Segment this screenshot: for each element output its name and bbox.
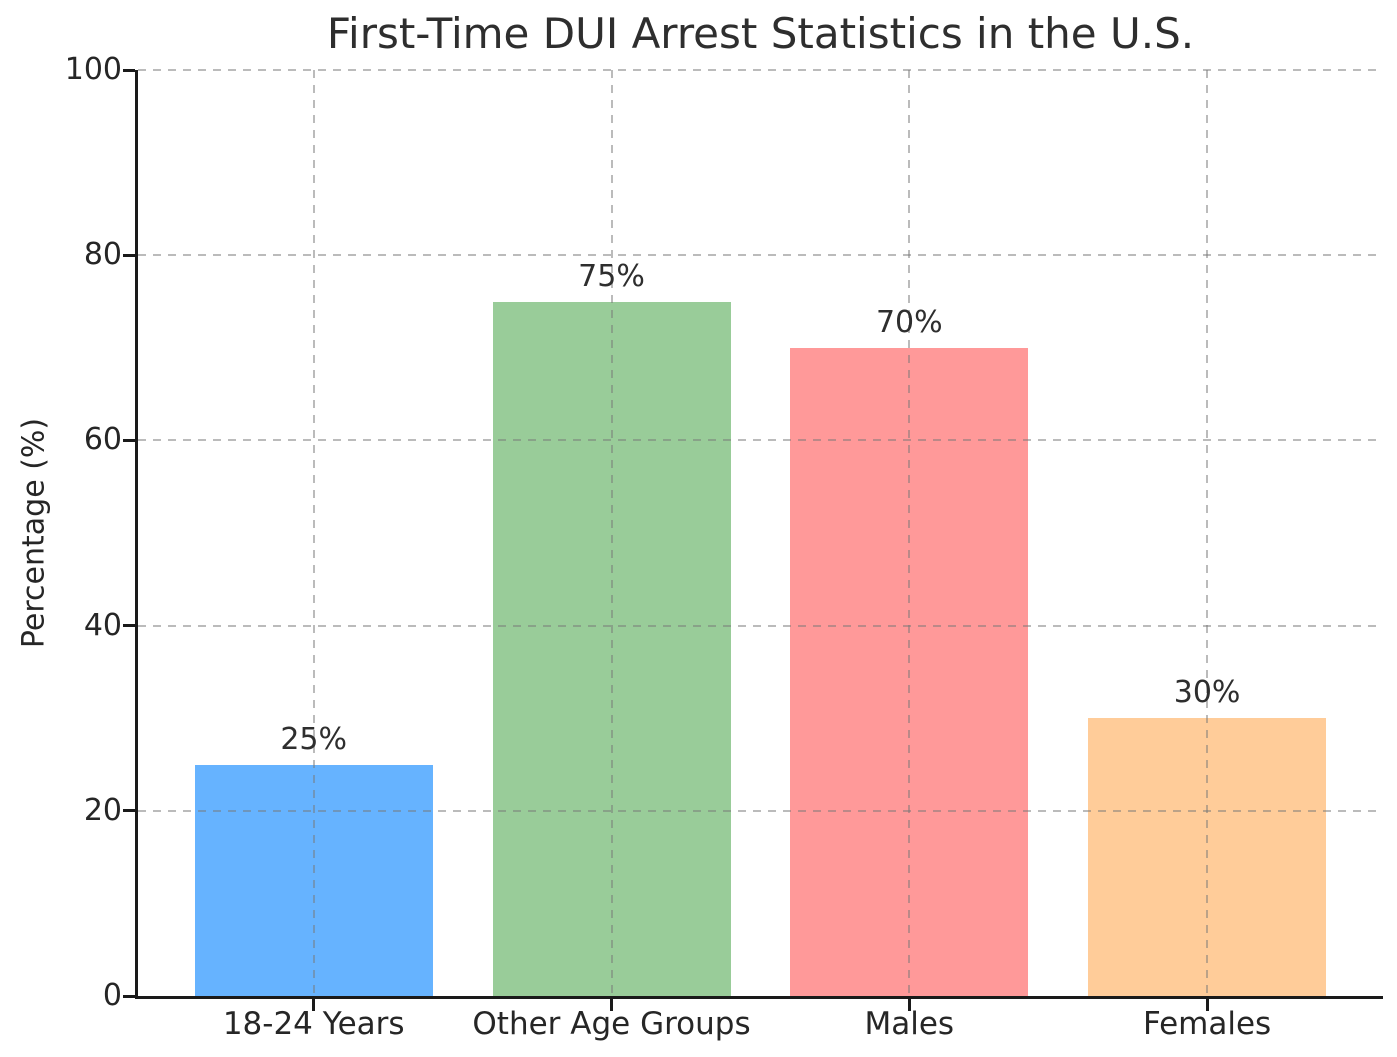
gridline-h-40 [138, 624, 1383, 627]
gridline-v-3 [908, 70, 911, 996]
y-tick-80 [123, 253, 135, 257]
y-tick-label-20: 20 [83, 792, 122, 828]
x-tick-4 [1205, 999, 1209, 1011]
gridline-h-60 [138, 439, 1383, 442]
x-tick-1 [312, 999, 316, 1011]
gridline-v-2 [610, 70, 613, 996]
bar-value-label-4: 30% [1173, 675, 1241, 711]
y-tick-20 [123, 809, 135, 813]
x-tick-label-4: Females [1142, 1006, 1272, 1042]
x-tick-label-1: 18-24 Years [222, 1006, 405, 1042]
y-tick-60 [123, 438, 135, 442]
chart-title: First-Time DUI Arrest Statistics in the … [326, 9, 1195, 58]
x-tick-label-2: Other Age Groups [472, 1006, 751, 1042]
x-tick-3 [907, 999, 911, 1011]
y-tick-0 [123, 994, 135, 998]
y-tick-label-40: 40 [83, 607, 122, 643]
bar-value-label-1: 25% [280, 721, 348, 757]
x-axis-spine [135, 996, 1383, 999]
bar-value-label-3: 70% [875, 304, 943, 340]
x-tick-2 [610, 999, 613, 1011]
y-axis-spine [135, 70, 138, 999]
bar-value-label-2: 75% [578, 258, 645, 294]
y-tick-label-80: 80 [83, 237, 122, 273]
y-tick-label-60: 60 [83, 422, 122, 458]
gridline-v-4 [1206, 70, 1209, 996]
gridline-h-20 [138, 809, 1383, 812]
y-tick-100 [123, 68, 135, 72]
gridline-v-1 [312, 70, 315, 996]
y-tick-label-0: 0 [102, 978, 122, 1013]
gridline-h-100 [138, 69, 1383, 71]
x-tick-label-3: Males [864, 1006, 955, 1042]
y-tick-40 [123, 624, 135, 628]
plot-area [138, 69, 1383, 996]
y-tick-label-100: 100 [64, 52, 122, 87]
gridline-h-80 [138, 254, 1383, 257]
